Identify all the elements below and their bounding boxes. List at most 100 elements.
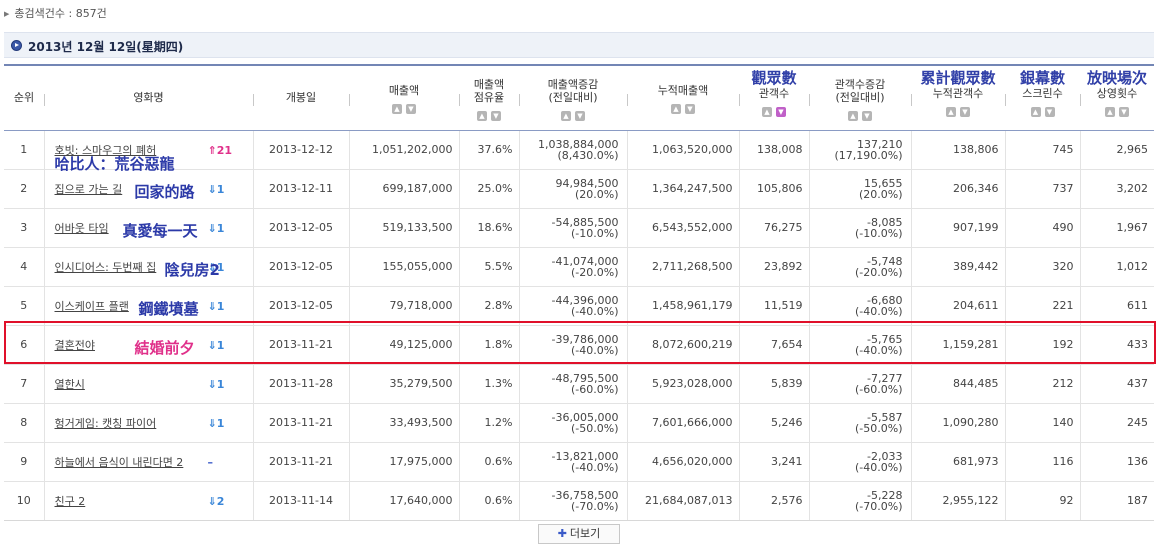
table-header-row: 순위 영화명 개봉일 매출액 ▲ ▼ 매출액 점유율 ▲ ▼ 매출액증감 (전일대비) … <box>4 65 1154 131</box>
audience-change-value: -5,587 <box>867 410 903 424</box>
movie-title-link[interactable]: 친구 2 <box>54 494 86 508</box>
chinese-title-annotation: 回家的路 <box>134 182 195 201</box>
movie-title-link[interactable]: 열한시 <box>54 377 85 391</box>
audience-change-pct: (-70.0%) <box>855 499 903 513</box>
sort-up-icon[interactable]: ▲ <box>1105 106 1115 117</box>
sales-change-cell: -36,758,500 (-70.0%) <box>518 481 627 521</box>
sort-down-icon[interactable]: ▼ <box>1044 106 1055 117</box>
sort-up-icon[interactable]: ▲ <box>848 110 858 121</box>
sort-up-icon[interactable]: ▲ <box>946 106 956 117</box>
sort-down-active-icon[interactable]: ▼ <box>776 106 786 117</box>
sales-cell: 155,055,000 <box>348 247 459 287</box>
rank-down-arrow-icon: ⇓ <box>207 182 217 196</box>
sort-down-icon[interactable]: ▼ <box>491 110 501 121</box>
movie-title-link[interactable]: 호빗: 스마우그의 폐허 <box>54 143 157 157</box>
showings-cell: 611 <box>1079 286 1154 326</box>
title-cell: 친구 2 ⇓2 <box>43 481 253 521</box>
rank-trend-value: 1 <box>216 416 225 430</box>
rank-up-arrow-icon: ⇑ <box>207 143 217 157</box>
cum-sales-cell: 2,711,268,500 <box>626 247 739 287</box>
cjk-annotation: 觀眾數 <box>751 68 797 87</box>
sales-change-pct: (-10.0%) <box>571 226 619 240</box>
table-row: 2 집으로 가는 길 ⇓1 回家的路 2013-12-11 699,187,000 25.0… <box>4 169 1154 209</box>
title-cell: 하늘에서 음식이 내린다면 2 – <box>43 442 253 482</box>
audience-change-cell: -6,680 (-40.0%) <box>808 286 911 326</box>
sales-cell: 17,975,000 <box>348 442 459 482</box>
share-cell: 0.6% <box>458 481 519 521</box>
screens-cell: 92 <box>1004 481 1080 521</box>
screens-cell: 116 <box>1004 442 1080 482</box>
col-screens: 銀幕數 스크린수 ▲ ▼ <box>1005 65 1080 131</box>
open-date-cell: 2013-11-14 <box>252 481 349 521</box>
open-date-cell: 2013-11-21 <box>252 442 349 482</box>
sort-up-icon[interactable]: ▲ <box>671 104 681 115</box>
chinese-title-annotation: 哈比人：荒谷惡龍 <box>54 154 175 173</box>
more-button[interactable]: ✚ 더보기 <box>538 524 620 544</box>
open-date-cell: 2013-12-05 <box>252 247 349 287</box>
screens-cell: 490 <box>1004 208 1080 248</box>
audience-cell: 5,839 <box>738 364 809 404</box>
audience-cell: 23,892 <box>738 247 809 287</box>
open-date-cell: 2013-12-11 <box>252 169 349 209</box>
audience-change-pct: (-40.0%) <box>855 304 903 318</box>
table-row: 8 헝거게임: 캣칭 파이어 ⇓1 2013-11-21 33,493,500 1.2% -… <box>4 403 1154 443</box>
movie-title-link[interactable]: 헝거게임: 캣칭 파이어 <box>54 416 157 430</box>
rank-trend-value: 21 <box>216 143 233 157</box>
audience-change-pct: (-50.0%) <box>855 421 903 435</box>
open-date-cell: 2013-12-12 <box>252 130 349 170</box>
cjk-annotation: 銀幕數 <box>1019 68 1065 87</box>
table-row: 7 열한시 ⇓1 2013-11-28 35,279,500 1.3% -48,795,50… <box>4 364 1154 404</box>
date-bar: 2013년 12월 12일(星期四) <box>4 32 1154 58</box>
sales-change-pct: (-40.0%) <box>571 460 619 474</box>
cum-sales-cell: 8,072,600,219 <box>626 325 739 365</box>
audience-change-value: -5,765 <box>867 332 903 346</box>
sort-down-icon[interactable]: ▼ <box>575 110 585 121</box>
rank-cell: 6 <box>4 325 44 365</box>
rank-trend-value: 1 <box>216 221 225 235</box>
sort-up-icon[interactable]: ▲ <box>762 106 772 117</box>
sort-down-icon[interactable]: ▼ <box>1119 106 1129 117</box>
col-showings: 放映場次 상영횟수 ▲ ▼ <box>1080 65 1154 131</box>
sales-cell: 17,640,000 <box>348 481 459 521</box>
sort-up-icon[interactable]: ▲ <box>561 110 571 121</box>
movie-title-link[interactable]: 어바웃 타임 <box>54 221 109 235</box>
col-rank: 순위 <box>4 65 44 131</box>
rank-trend-value: – <box>207 455 214 469</box>
rank-cell: 2 <box>4 169 44 209</box>
showings-cell: 433 <box>1079 325 1154 365</box>
movie-title-link[interactable]: 하늘에서 음식이 내린다면 2 <box>54 455 184 469</box>
rank-trend-value: 1 <box>216 299 225 313</box>
col-audience: 觀眾數 관객수 ▲ ▼ <box>739 65 809 131</box>
arrow-circle-icon <box>11 40 22 51</box>
sort-down-icon[interactable]: ▼ <box>862 110 872 121</box>
title-cell: 인시디어스: 두번째 집 ⇓1 陰兒房2 <box>43 247 253 287</box>
sales-cell: 33,493,500 <box>348 403 459 443</box>
sort-down-icon[interactable]: ▼ <box>685 104 695 115</box>
sort-down-icon[interactable]: ▼ <box>406 104 416 115</box>
sales-change-cell: -48,795,500 (-60.0%) <box>518 364 627 404</box>
movie-title-link[interactable]: 결혼전야 <box>54 338 95 352</box>
movie-title-link[interactable]: 이스케이프 플랜 <box>54 299 129 313</box>
sort-down-icon[interactable]: ▼ <box>960 106 970 117</box>
rank-down-arrow-icon: ⇓ <box>207 299 217 313</box>
cum-audience-cell: 844,485 <box>910 364 1005 404</box>
showings-cell: 136 <box>1079 442 1154 482</box>
share-cell: 37.6% <box>458 130 519 170</box>
audience-change-value: -5,228 <box>867 488 903 502</box>
sort-up-icon[interactable]: ▲ <box>392 104 402 115</box>
rank-cell: 3 <box>4 208 44 248</box>
open-date-cell: 2013-11-21 <box>252 403 349 443</box>
date-title: 2013년 12월 12일(星期四) <box>28 40 184 54</box>
movie-title-link[interactable]: 인시디어스: 두번째 집 <box>54 260 157 274</box>
movie-title-link[interactable]: 집으로 가는 길 <box>54 182 123 196</box>
sales-change-pct: (-50.0%) <box>571 421 619 435</box>
sales-cell: 79,718,000 <box>348 286 459 326</box>
sort-up-icon[interactable]: ▲ <box>1030 106 1041 117</box>
audience-change-value: -8,085 <box>867 215 903 229</box>
audience-cell: 3,241 <box>738 442 809 482</box>
plus-icon: ✚ <box>557 527 567 540</box>
sales-change-cell: -44,396,000 (-40.0%) <box>518 286 627 326</box>
showings-cell: 1,012 <box>1079 247 1154 287</box>
cjk-annotation: 放映場次 <box>1086 68 1147 87</box>
sort-up-icon[interactable]: ▲ <box>477 110 487 121</box>
